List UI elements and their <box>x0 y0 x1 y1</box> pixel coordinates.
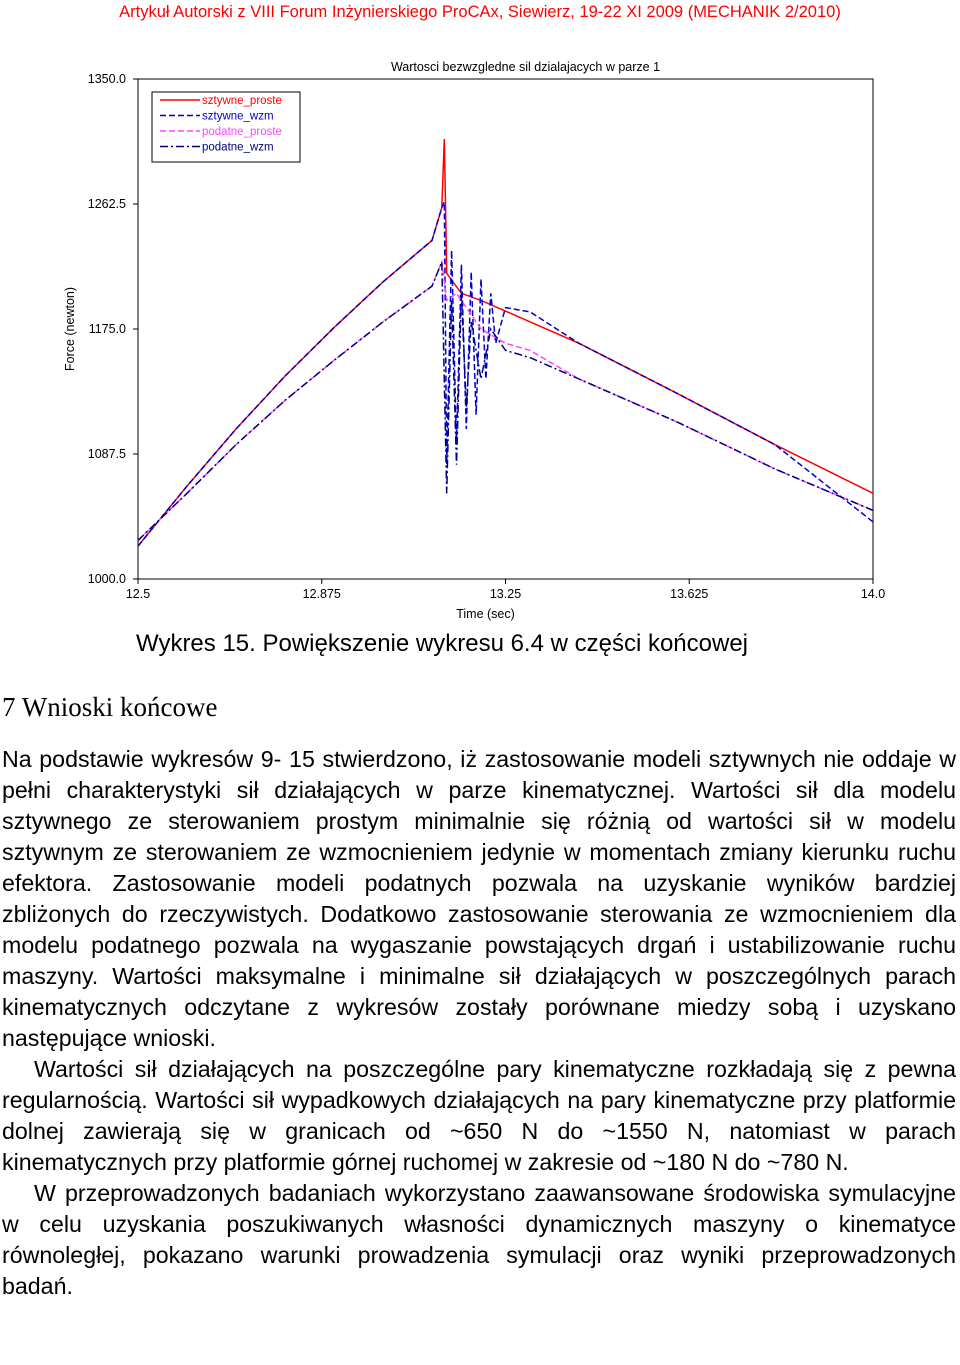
series-line-podatne-wzm <box>137 261 874 541</box>
legend-label: sztywne_wzm <box>202 111 274 123</box>
y-tick-label: 1350.0 <box>88 72 126 86</box>
x-tick-label: 12.875 <box>303 587 341 601</box>
figure-caption: Wykres 15. Powiększenie wykresu 6.4 w cz… <box>136 630 749 657</box>
legend-box <box>151 91 301 163</box>
y-tick-label: 1262.5 <box>88 197 126 211</box>
y-tick-label: 1175.0 <box>89 322 126 336</box>
section-title: 7 Wnioski końcowe <box>2 692 218 722</box>
x-tick-label: 13.25 <box>490 587 521 601</box>
paragraph-3: W przeprowadzonych badaniach wykorzystan… <box>2 1180 956 1299</box>
figure-chart: Wartosci bezwzgledne sil dzialajacych w … <box>0 55 960 630</box>
y-tick-label: 1000.0 <box>88 572 126 586</box>
x-tick-label: 12.5 <box>126 587 150 601</box>
x-axis-label: Time (sec) <box>456 607 515 621</box>
legend-label: podatne_wzm <box>202 142 274 154</box>
y-axis-label: Force (newton) <box>63 287 77 371</box>
force-time-chart: Wartosci bezwzgledne sil dzialajacych w … <box>63 60 885 621</box>
running-header: Artykuł Autorski z VIII Forum Inżyniersk… <box>119 3 841 21</box>
chart-title: Wartosci bezwzgledne sil dzialajacych w … <box>391 60 660 74</box>
y-tick-label: 1087.5 <box>88 447 126 461</box>
paragraph-1: Na podstawie wykresów 9- 15 stwierdzono,… <box>2 746 956 1051</box>
body-text: Na podstawie wykresów 9- 15 stwierdzono,… <box>2 744 956 1302</box>
x-tick-label: 14.0 <box>861 587 885 601</box>
paragraph-2: Wartości sił działających na poszczególn… <box>2 1056 956 1175</box>
legend-label: podatne_proste <box>202 126 282 138</box>
legend-label: sztywne_proste <box>202 95 282 107</box>
x-tick-label: 13.625 <box>670 587 708 601</box>
series-line-sztywne-proste <box>137 138 874 547</box>
series-line-sztywne-wzm <box>137 201 874 547</box>
series-line-podatne-proste <box>137 258 874 541</box>
